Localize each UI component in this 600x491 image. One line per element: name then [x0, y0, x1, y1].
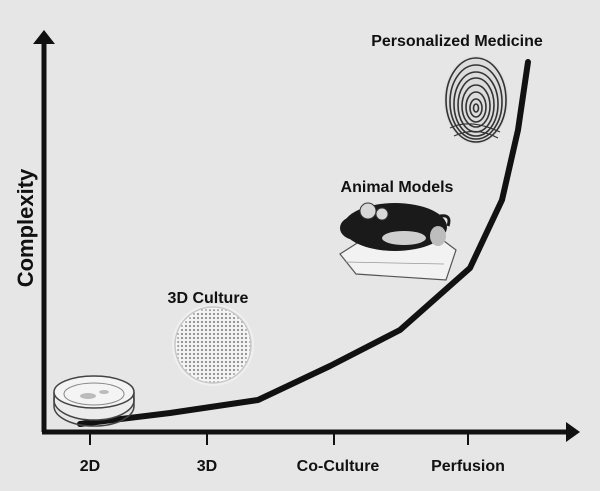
complexity-curve: [77, 59, 531, 427]
fingerprint-icon: [444, 56, 508, 144]
stage-label-personalized-medicine: Personalized Medicine: [371, 33, 543, 50]
scaffold-disc-icon: [172, 304, 254, 386]
x-axis-arrow: [566, 422, 580, 442]
mouse-icon: [339, 202, 457, 281]
axes: [33, 30, 580, 445]
y-axis-arrow: [33, 30, 55, 44]
y-axis-label: Complexity: [13, 168, 38, 287]
x-label-2d: 2D: [80, 458, 100, 475]
stage-label-animal-models: Animal Models: [341, 179, 454, 196]
x-label-perfusion: Perfusion: [431, 458, 505, 475]
x-label-co-culture: Co-Culture: [297, 458, 380, 475]
petri-dish-icon: [53, 375, 135, 427]
x-label-3d: 3D: [197, 458, 217, 475]
stage-label-3d-culture: 3D Culture: [168, 290, 249, 307]
